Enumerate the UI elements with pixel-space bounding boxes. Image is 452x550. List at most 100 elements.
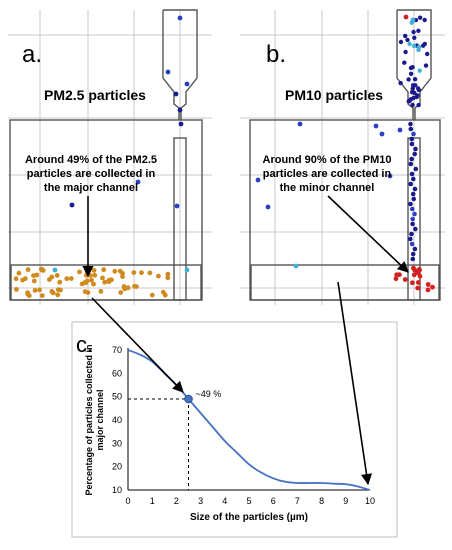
particle (34, 272, 40, 278)
particle (147, 270, 153, 276)
particle (174, 203, 180, 209)
y-tick-label: 20 (112, 462, 122, 472)
particle (408, 65, 414, 71)
particle (418, 15, 423, 20)
particle (425, 287, 431, 293)
y-axis-label: major channel (95, 389, 105, 450)
particle (13, 276, 19, 282)
particle (413, 226, 418, 232)
particle (184, 267, 190, 273)
particle (98, 289, 104, 294)
particle (412, 77, 418, 82)
x-tick-label: 6 (271, 496, 276, 506)
particle (416, 102, 421, 108)
y-tick-label: 60 (112, 368, 122, 378)
panel-a-letter: a. (22, 41, 42, 68)
particle (410, 256, 416, 262)
particle (417, 68, 422, 73)
particle (410, 216, 416, 222)
annotation-line: the minor channel (280, 182, 375, 194)
particle (415, 93, 420, 98)
panel-c: c. 0 1 2 3 4 5 6 7 8 9 10 10 20 30 40 50 60 70 Size of the… (71, 321, 398, 538)
particle (417, 267, 422, 272)
particle (149, 292, 155, 298)
particle (416, 28, 421, 33)
particle (120, 274, 125, 279)
particle (425, 282, 431, 287)
particle (293, 263, 299, 269)
panel-a-channel (9, 9, 203, 301)
particle (22, 276, 28, 281)
particle (397, 127, 403, 133)
particle (55, 292, 61, 298)
particle (407, 41, 412, 47)
panel-a-annotation: Around 49% of the PM2.5 particles are co… (25, 154, 157, 194)
particle (410, 206, 415, 212)
particle (410, 83, 416, 88)
particle (49, 274, 55, 280)
particle (398, 39, 404, 45)
particle (405, 37, 410, 43)
particle (417, 273, 423, 279)
particle (54, 273, 60, 278)
particle (402, 277, 408, 282)
y-tick-label: 10 (112, 485, 122, 495)
particle (160, 289, 166, 295)
particle (89, 277, 94, 283)
particle (430, 284, 435, 290)
particle (92, 272, 98, 278)
particle (403, 14, 409, 20)
particle (297, 121, 303, 127)
particle (387, 173, 393, 179)
particle (408, 201, 413, 207)
particle (411, 265, 416, 271)
particle (64, 276, 70, 282)
annotation-line: particles are collected in (263, 168, 392, 180)
particle (411, 196, 417, 202)
panel-a-grid (8, 10, 212, 305)
particle (85, 290, 91, 295)
particle (135, 179, 141, 185)
particle (408, 236, 413, 242)
panel-a-particles (52, 15, 190, 273)
major-channel (10, 264, 202, 301)
particle (408, 126, 414, 132)
x-tick-label: 9 (343, 496, 348, 506)
particle (32, 288, 38, 293)
particle (409, 231, 414, 237)
inlet-funnel (396, 9, 432, 120)
particle (425, 51, 430, 57)
particle (411, 176, 416, 182)
particle (165, 275, 171, 281)
y-tick-label: 50 (112, 392, 122, 402)
particle (125, 285, 131, 291)
particle (415, 285, 421, 291)
x-tick-label: 4 (222, 496, 227, 506)
y-tick-label: 70 (112, 345, 122, 355)
arrow-a-to-chart (91, 297, 184, 393)
particle (177, 15, 183, 21)
particle (410, 251, 416, 257)
particle (410, 280, 415, 286)
particle (91, 281, 96, 287)
panel-b-letter: b. (266, 41, 286, 68)
annotation-line: the major channel (44, 182, 138, 194)
particle (373, 123, 379, 129)
panel-a-title: PM2.5 particles (44, 87, 146, 103)
particle (84, 278, 90, 284)
arrow-b-to-chart (337, 281, 373, 486)
particle (408, 97, 413, 102)
particle (77, 269, 82, 275)
particle (408, 161, 414, 167)
particle (39, 293, 45, 298)
panel-b-title: PM10 particles (285, 87, 383, 103)
particle (403, 49, 408, 55)
particle (173, 91, 179, 97)
particle (409, 241, 415, 247)
particle (38, 266, 44, 272)
line-chart: 0 1 2 3 4 5 6 7 8 9 10 10 20 30 40 50 60 70 Size of the pa… (84, 344, 375, 523)
particle (165, 69, 171, 75)
particle (403, 33, 408, 39)
panel-b-channel (249, 9, 441, 301)
particle (423, 63, 429, 68)
